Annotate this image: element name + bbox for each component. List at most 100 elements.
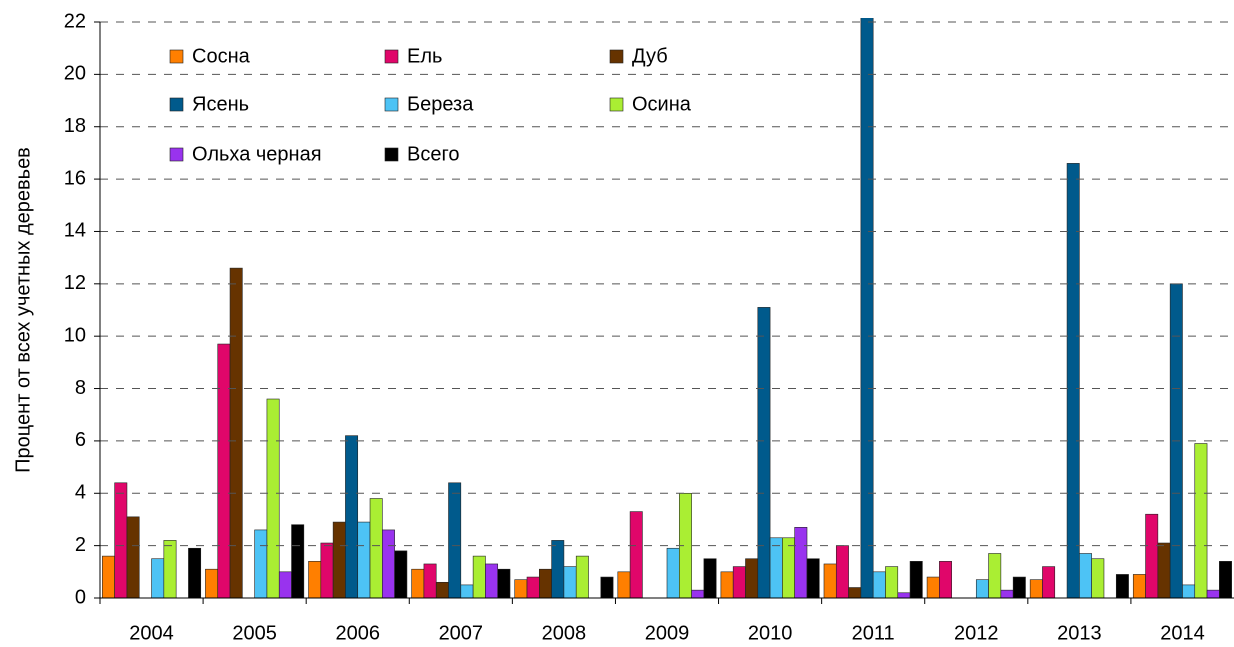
y-tick-label: 2: [75, 534, 86, 556]
bar: [600, 576, 614, 599]
bar: [1091, 558, 1105, 599]
bar: [1219, 561, 1232, 599]
legend-swatch: [384, 147, 399, 162]
bar: [448, 482, 462, 599]
bar: [860, 18, 874, 599]
bar: [423, 563, 437, 599]
bar: [1157, 542, 1171, 599]
legend-swatch: [169, 49, 184, 64]
bar: [1029, 579, 1043, 599]
bar: [1145, 513, 1159, 599]
legend-label: Всего: [407, 143, 459, 165]
bar: [254, 529, 268, 599]
bar: [745, 558, 759, 599]
bar: [345, 435, 359, 599]
bar: [278, 571, 292, 599]
bar: [151, 558, 165, 599]
bar: [551, 540, 565, 599]
bar: [1066, 163, 1080, 599]
y-tick-label: 0: [75, 586, 86, 608]
bar: [848, 587, 862, 599]
bar: [497, 568, 511, 599]
y-tick-label: 22: [64, 10, 86, 32]
bar: [514, 579, 528, 599]
bar: [357, 521, 371, 599]
bar: [897, 592, 911, 599]
bar: [835, 545, 849, 599]
legend-label: Ясень: [192, 93, 249, 115]
y-tick-label: 8: [75, 377, 86, 399]
legend-swatch: [609, 49, 624, 64]
bar: [769, 537, 783, 599]
legend-swatch: [169, 97, 184, 112]
x-tick-label: 2013: [1057, 622, 1102, 644]
bar: [411, 568, 425, 599]
bar: [1079, 553, 1092, 599]
y-tick-label: 10: [64, 324, 86, 346]
y-axis-label: Процент от всех учетных деревьев: [12, 147, 34, 473]
legend-label: Дуб: [632, 45, 668, 67]
x-tick-label: 2006: [335, 622, 380, 644]
y-tick-label: 14: [64, 220, 86, 242]
bar: [939, 561, 952, 599]
bar: [114, 482, 128, 599]
legend-label: Сосна: [192, 45, 251, 67]
bar: [732, 566, 746, 599]
bar: [1194, 443, 1208, 599]
bar: [126, 516, 140, 599]
bar: [1115, 574, 1129, 599]
bar: [757, 307, 771, 599]
bar: [794, 527, 808, 599]
bar: [909, 561, 923, 599]
bar: [539, 568, 552, 599]
legend-swatch: [384, 97, 399, 112]
legend-label: Береза: [407, 93, 474, 115]
y-tick-label: 4: [75, 482, 86, 504]
bar: [703, 558, 717, 599]
bar: [975, 579, 989, 599]
y-tick-label: 6: [75, 429, 86, 451]
bar: [1012, 576, 1026, 599]
bar: [188, 547, 202, 599]
bar: [872, 571, 886, 599]
bar: [885, 566, 899, 599]
bar: [691, 589, 705, 599]
bar: [526, 576, 540, 599]
x-tick-label: 2004: [129, 622, 174, 644]
legend-label: Ольха черная: [192, 143, 322, 165]
legend-label: Осина: [632, 93, 692, 115]
bar: [1182, 584, 1196, 599]
bar: [720, 571, 734, 599]
x-tick-label: 2005: [232, 622, 277, 644]
bar: [782, 537, 795, 599]
bar: [666, 547, 680, 599]
legend-swatch: [169, 147, 184, 162]
bar: [823, 563, 837, 599]
bar: [320, 542, 334, 599]
x-tick-label: 2008: [542, 622, 587, 644]
bar: [308, 561, 322, 599]
bar: [1000, 589, 1014, 599]
bar: [806, 558, 820, 599]
bar: [1042, 566, 1056, 599]
bar: [382, 529, 395, 599]
bar: [217, 343, 231, 599]
legend-swatch: [609, 97, 624, 112]
bar: [369, 498, 383, 599]
x-tick-label: 2007: [439, 622, 484, 644]
bar: [332, 521, 346, 599]
bar: [266, 398, 280, 599]
x-tick-label: 2014: [1160, 622, 1205, 644]
bar: [563, 566, 577, 599]
y-tick-label: 12: [64, 272, 86, 294]
bar: [629, 511, 643, 599]
bar: [435, 581, 449, 599]
bar: [1206, 589, 1220, 599]
bar: [485, 563, 499, 599]
x-tick-label: 2009: [645, 622, 690, 644]
bar: [229, 267, 243, 599]
x-tick-label: 2012: [954, 622, 999, 644]
y-tick-label: 18: [64, 115, 86, 137]
x-tick-label: 2011: [852, 622, 895, 644]
